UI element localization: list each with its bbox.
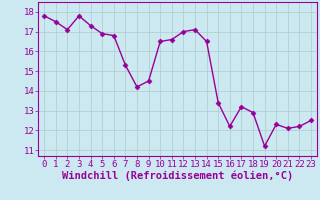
X-axis label: Windchill (Refroidissement éolien,°C): Windchill (Refroidissement éolien,°C) — [62, 171, 293, 181]
